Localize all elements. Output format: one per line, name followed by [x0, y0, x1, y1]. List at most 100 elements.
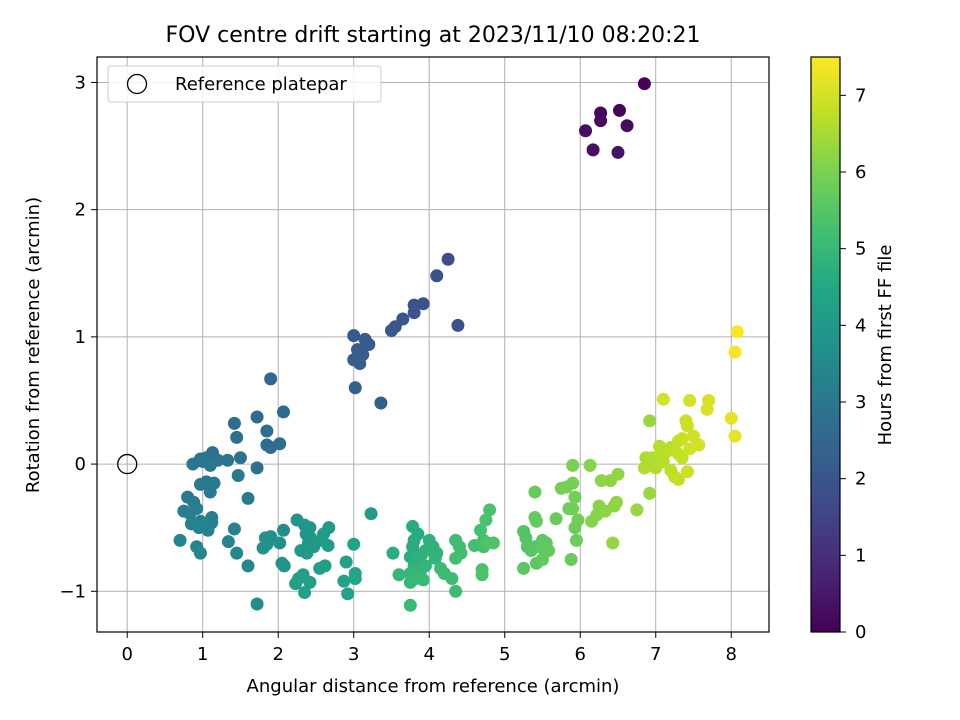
- reference-marker: [117, 453, 138, 475]
- data-point: [193, 477, 207, 491]
- x-tick-label: 8: [726, 644, 737, 665]
- data-point: [643, 414, 657, 428]
- data-point: [675, 451, 689, 465]
- data-point: [264, 372, 278, 386]
- y-tick-label: 0: [75, 454, 86, 475]
- x-tick-label: 0: [121, 644, 132, 665]
- data-point: [606, 536, 620, 550]
- chart-title: FOV centre drift starting at 2023/11/10 …: [166, 23, 701, 48]
- data-point: [193, 546, 207, 560]
- data-point: [479, 513, 493, 527]
- data-point: [250, 461, 264, 475]
- plot-frame: [96, 56, 770, 633]
- data-point: [186, 457, 200, 471]
- data-point: [449, 584, 463, 598]
- data-point: [656, 392, 670, 406]
- legend-label: Reference platepar: [175, 74, 347, 95]
- legend: Reference platepar: [107, 65, 382, 103]
- data-point: [611, 145, 625, 159]
- data-point: [303, 575, 317, 589]
- data-points: [173, 77, 744, 612]
- data-point: [630, 503, 644, 517]
- data-point: [362, 338, 376, 351]
- data-point: [449, 551, 463, 565]
- data-point: [322, 521, 336, 535]
- data-point: [392, 568, 406, 582]
- data-point: [231, 469, 245, 483]
- data-point: [586, 143, 600, 157]
- data-point: [341, 587, 355, 601]
- data-point: [612, 103, 626, 117]
- data-point: [594, 474, 608, 488]
- x-tick-label: 5: [499, 644, 510, 665]
- data-point: [250, 597, 264, 611]
- data-point: [679, 414, 693, 428]
- data-point: [227, 416, 241, 430]
- colorbar-tick-label: 3: [855, 392, 866, 413]
- data-point: [203, 458, 217, 472]
- colorbar-tick-label: 1: [855, 545, 866, 566]
- data-point: [241, 491, 255, 505]
- data-point: [233, 451, 247, 465]
- data-point: [364, 507, 378, 521]
- data-point: [428, 551, 442, 565]
- data-point: [566, 458, 580, 472]
- x-tick-label: 7: [650, 644, 661, 665]
- data-point: [675, 432, 689, 446]
- data-point: [671, 472, 685, 486]
- y-tick-label: 3: [75, 72, 86, 93]
- data-point: [347, 329, 361, 343]
- y-tick-label: −1: [59, 581, 86, 602]
- colorbar-tick-label: 2: [855, 469, 866, 490]
- data-point: [656, 455, 670, 469]
- data-point: [637, 461, 651, 475]
- data-point: [568, 490, 582, 504]
- y-tick-label: 2: [75, 200, 86, 221]
- data-point: [276, 405, 290, 419]
- data-point: [230, 546, 244, 560]
- data-point: [250, 410, 264, 424]
- colorbar-tick-label: 6: [855, 162, 866, 183]
- data-point: [300, 546, 314, 560]
- data-point: [230, 430, 244, 444]
- data-point: [728, 429, 742, 443]
- data-point: [569, 533, 583, 547]
- data-point: [260, 424, 274, 438]
- data-point: [730, 325, 744, 339]
- colorbar-tick-label: 7: [855, 85, 866, 106]
- data-point: [221, 535, 235, 549]
- data-point: [403, 598, 417, 612]
- data-point: [609, 495, 623, 509]
- data-point: [264, 441, 278, 455]
- data-point: [583, 458, 597, 472]
- x-tick-label: 4: [423, 644, 434, 665]
- data-point: [348, 566, 362, 580]
- data-point: [289, 577, 303, 591]
- data-point: [221, 453, 235, 467]
- y-axis-ticks: −1 0 1 2 3: [59, 72, 97, 602]
- data-point: [724, 411, 738, 425]
- data-point: [683, 393, 697, 407]
- reference-point: [117, 453, 138, 475]
- data-point: [260, 537, 274, 551]
- colorbar-ticks: 0 1 2 3 4 5 6 7: [840, 85, 866, 643]
- x-tick-label: 3: [348, 644, 359, 665]
- data-point: [384, 324, 398, 338]
- x-axis-ticks: 0 1 2 3 4 5 6 7 8: [121, 632, 737, 665]
- y-axis-label: Rotation from reference (arcmin): [23, 197, 44, 493]
- data-point: [637, 77, 651, 91]
- data-point: [517, 561, 531, 575]
- data-point: [277, 559, 291, 573]
- data-point: [680, 465, 694, 479]
- data-point: [529, 514, 543, 528]
- data-point: [374, 396, 388, 410]
- data-point: [339, 555, 353, 569]
- colorbar-label: Hours from first FF file: [875, 245, 896, 446]
- data-point: [528, 485, 542, 499]
- data-point: [566, 476, 580, 490]
- data-point: [430, 269, 444, 283]
- data-point: [183, 507, 197, 521]
- data-point: [407, 306, 421, 320]
- data-point: [276, 523, 290, 537]
